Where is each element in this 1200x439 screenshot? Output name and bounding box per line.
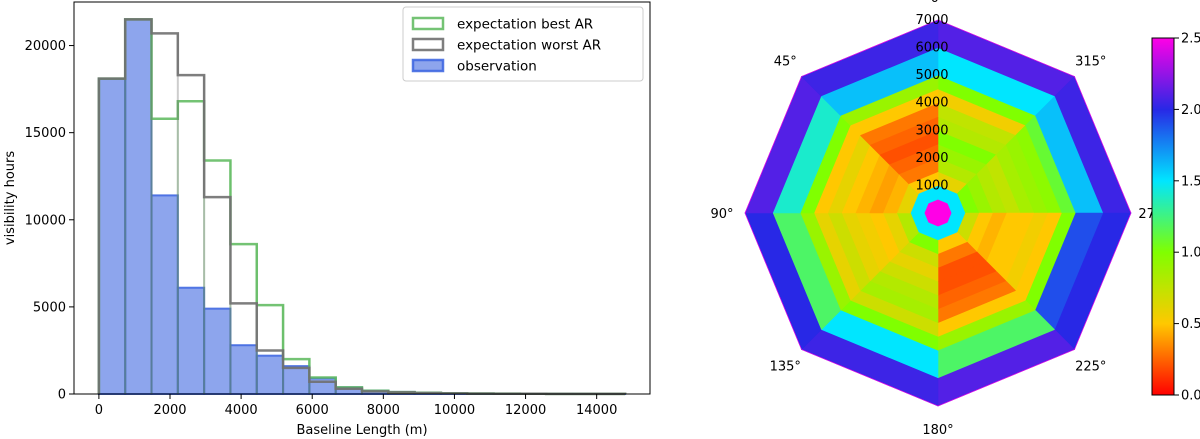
- x-tick-label: 2000: [153, 403, 186, 418]
- colorbar-tick-label: 2.0: [1181, 103, 1200, 118]
- y-tick-label: 20000: [25, 39, 66, 54]
- observation-bar: [150, 194, 179, 395]
- heatmap-cell: [801, 19, 939, 77]
- observation-bar: [203, 307, 232, 395]
- radial-tick-label: 5000: [915, 68, 948, 83]
- angle-label: 225°: [1075, 360, 1106, 375]
- radial-tick-label: 2000: [915, 151, 948, 166]
- y-tick-label: 15000: [25, 126, 66, 141]
- x-tick-label: 0: [95, 403, 103, 418]
- polar-heatmap-panel: 10002000300040005000600070000°315°270°22…: [710, 0, 1169, 438]
- x-tick-label: 12000: [505, 403, 546, 418]
- observation-bar: [176, 286, 206, 396]
- radial-tick-label: 7000: [915, 13, 948, 28]
- x-tick-label: 10000: [434, 403, 475, 418]
- x-axis-label: Baseline Length (m): [296, 423, 427, 438]
- histogram-axes-frame: [73, 1, 651, 395]
- angle-label: 90°: [710, 207, 733, 222]
- observation-bar: [229, 344, 258, 395]
- legend-swatch: [411, 58, 445, 73]
- legend-swatch: [411, 37, 445, 52]
- radial-tick-label: 4000: [915, 96, 948, 111]
- observation-bar: [255, 354, 285, 395]
- angle-label: 135°: [770, 360, 801, 375]
- legend-label: expectation best AR: [457, 17, 593, 33]
- colorbar-tick-label: 1.0: [1181, 246, 1200, 261]
- legend-swatch: [411, 16, 445, 31]
- y-tick-label: 10000: [25, 213, 66, 228]
- legend-label: expectation worst AR: [457, 38, 601, 54]
- x-tick-label: 6000: [296, 403, 329, 418]
- legend-label: observation: [457, 59, 537, 75]
- y-axis-label: visibility hours: [3, 151, 18, 245]
- x-tick-label: 8000: [367, 403, 400, 418]
- colorbar: [1151, 37, 1175, 396]
- colorbar-panel: 0.0 0.5 1.0 1.5 2.0 2.5: [1151, 32, 1200, 404]
- observation-bar: [97, 77, 127, 395]
- angle-label: 180°: [922, 423, 953, 438]
- radial-tick-label: 6000: [915, 41, 948, 56]
- angle-label: 315°: [1075, 54, 1106, 69]
- observation-bar: [282, 365, 311, 396]
- angle-label: 0°: [931, 0, 946, 6]
- colorbar-tick-label: 1.5: [1181, 174, 1200, 189]
- radial-tick-label: 1000: [915, 178, 948, 193]
- histogram-panel: 0 2000 4000 6000 8000 10000 12000 14000 0 5000 100…: [3, 1, 651, 438]
- angle-label: 45°: [774, 54, 797, 69]
- colorbar-tick-label: 2.5: [1181, 32, 1200, 47]
- colorbar-tick-label: 0.0: [1181, 389, 1200, 404]
- colorbar-tick-label: 0.5: [1181, 317, 1200, 332]
- radial-tick-label: 3000: [915, 123, 948, 138]
- x-tick-label: 4000: [225, 403, 258, 418]
- y-tick-label: 0: [58, 388, 66, 403]
- observation-bar: [124, 18, 153, 396]
- y-tick-label: 5000: [33, 300, 66, 315]
- legend-box: [402, 6, 644, 82]
- x-tick-label: 14000: [576, 403, 617, 418]
